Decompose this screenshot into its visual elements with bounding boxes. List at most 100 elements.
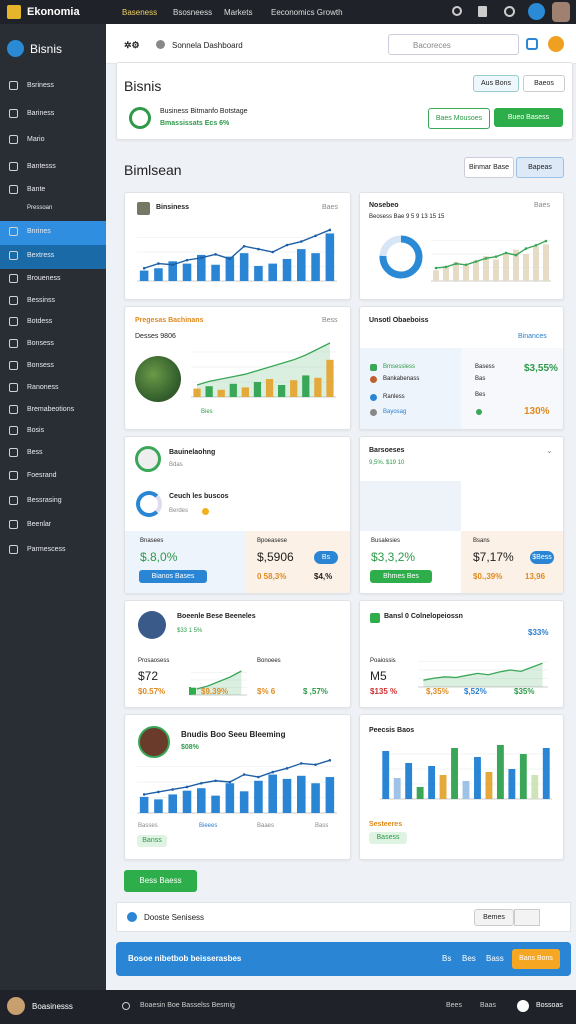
button[interactable]: Baeos [523,75,565,92]
search[interactable]: Bacoreces [388,34,519,55]
button[interactable]: Baes Mousoes [428,108,490,129]
menu-item[interactable]: Parmescess [27,546,66,553]
button[interactable]: Bans Bons [512,949,560,969]
pill[interactable]: $Bess [530,551,554,564]
icon[interactable] [452,6,462,16]
bottombar: Boasinesss Boaesin Boe Basselss Besmig B… [0,990,576,1024]
dot [476,409,482,415]
nav-link[interactable]: Bsosneess [173,8,213,17]
button[interactable]: Binmar Base [464,157,514,178]
menu-item[interactable]: Bremabeotions [27,406,75,413]
bar [462,781,470,799]
bottom-link[interactable]: Baas [480,1002,496,1009]
nav-link[interactable]: Eeconomics Growth [271,8,343,17]
nav-link[interactable]: Baseness [122,8,158,17]
pill[interactable]: Bs [314,551,338,564]
icon[interactable] [526,38,538,50]
button[interactable]: Bapeas [516,157,564,178]
icon[interactable] [504,6,515,17]
bar [503,252,509,281]
tag[interactable]: Basess [369,832,407,844]
bottom-link[interactable]: Bossoas [536,1002,563,1009]
button[interactable]: Bianos Bases [139,570,207,583]
menu-item[interactable]: Ranoness [27,384,59,391]
menu-item[interactable]: Broueness [27,275,61,282]
stat-value: $3,55% [524,363,558,374]
banner-link[interactable]: Bass [486,954,504,963]
stat-label: Bonoees [257,658,281,664]
icon[interactable] [478,6,487,17]
bar [254,780,263,813]
card-meta: Binances [518,333,547,340]
menu-item[interactable]: Bonsess [27,340,54,347]
point [314,763,317,766]
bar [326,359,334,397]
button[interactable] [514,909,540,926]
button[interactable]: Aus Bons [473,75,519,92]
panel-title: Bisnis [124,78,162,94]
card-subtitle: Desses 9806 [135,333,176,340]
menu-item[interactable]: Bsriness [27,82,54,89]
axis-label: Basses [138,823,158,829]
button[interactable]: Bemes [474,909,514,926]
bar [393,778,401,799]
bar [314,377,322,397]
button[interactable]: Bueo Basess [494,108,563,127]
menu-item[interactable]: Bess [27,449,43,456]
avatar[interactable] [552,2,570,22]
menu-item[interactable]: Bextress [27,252,55,259]
tag[interactable]: Banss [137,835,167,847]
banner-link[interactable]: Bs [442,954,452,963]
donut-slice [379,235,402,257]
menu-item[interactable]: Mario [27,136,45,143]
nav-link[interactable]: Markets [224,8,253,17]
menu-item[interactable]: Bariness [27,110,55,117]
menu-item[interactable]: Foesrand [27,472,57,479]
stat-value: $,5906 [257,550,294,564]
bottom-link[interactable]: Boaesin Boe Basselss Besmig [140,1002,235,1009]
menu-item[interactable]: Botdess [27,318,53,325]
bar [297,775,306,813]
chart [418,661,548,688]
bar [154,799,163,813]
banner-link[interactable]: Bes [462,954,476,963]
dot [370,409,377,416]
stat-value: $ ,57% [303,687,328,696]
chart [191,342,336,398]
axis-label: Baaes [257,823,275,829]
card-meta: Baes [322,204,338,211]
menu-icon [9,545,18,554]
card-foot: Bies [201,409,213,415]
bar [443,265,449,281]
point [484,257,488,260]
menu-item[interactable]: Bessrasing [27,497,62,504]
point [199,781,203,785]
button[interactable]: Bhmes Bes [370,570,432,583]
row-label: Bayosag [383,409,407,415]
menu-item[interactable]: Pressoan [27,205,53,211]
image [135,356,181,402]
bottom-link[interactable]: Bees [446,1002,462,1009]
card: Pregesas Bachinans Bess Desses 9806 Bies [124,306,351,430]
menu-item[interactable]: Bnrines [27,228,51,235]
stat-value: $% 6 [257,687,276,696]
stat-label: Bnasees [140,538,164,544]
card: Bnudis Boo Seeu Bleeming $08% Basses Bie… [124,714,351,860]
search-placeholder: Bacoreces [413,41,451,50]
icon [156,40,165,49]
bar [508,769,516,799]
menu-item[interactable]: Bantesss [27,163,56,170]
menu-item[interactable]: Beenlar [27,521,52,528]
icon[interactable] [528,3,545,20]
chevron[interactable]: ⌄ [546,446,553,455]
chart [137,228,337,282]
mid-label: Bes [475,392,486,398]
menu-item[interactable]: Bessinss [27,297,56,304]
menu-item[interactable]: Bante [27,186,46,193]
chart [191,670,247,696]
button[interactable]: Bess Baess [124,870,197,892]
stat-value: $,52% [464,687,487,696]
menu-item[interactable]: Bonsess [27,362,54,369]
icon[interactable] [548,36,564,52]
menu-item[interactable]: Bosis [27,427,45,434]
